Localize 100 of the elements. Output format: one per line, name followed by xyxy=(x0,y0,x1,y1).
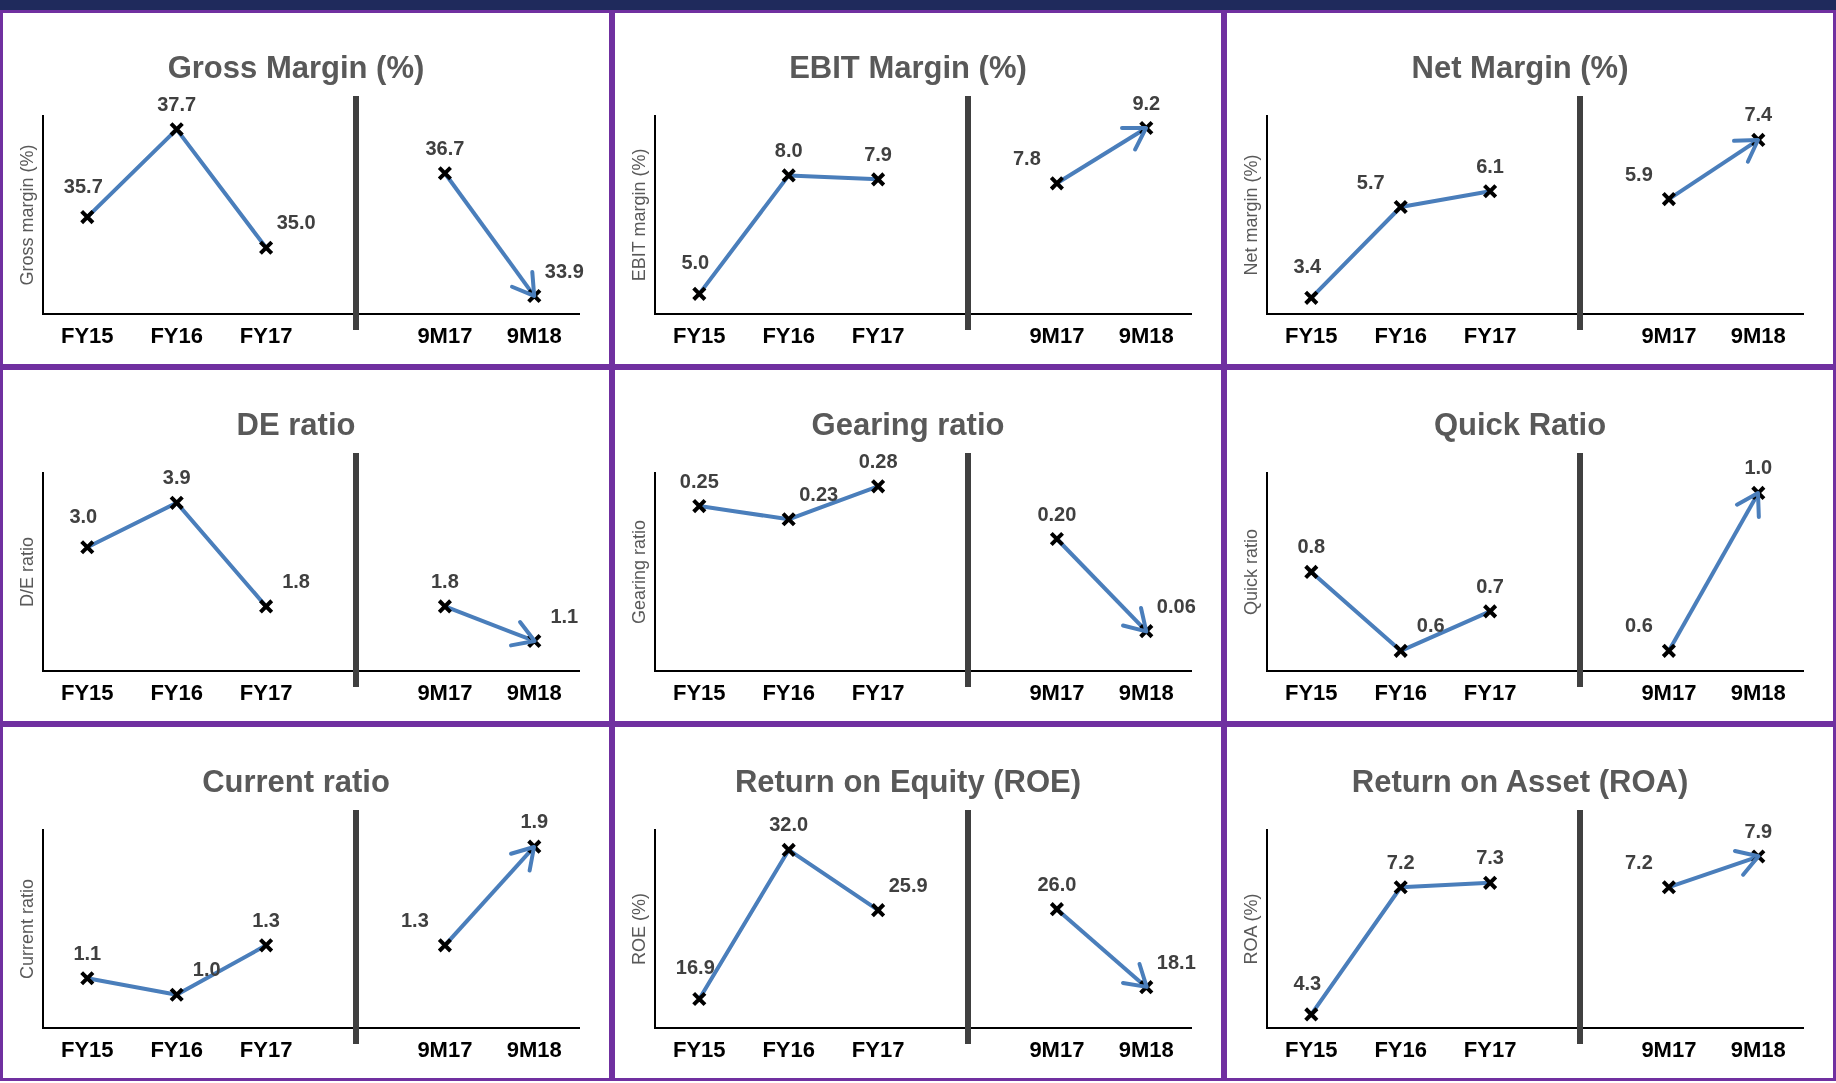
data-label: 36.7 xyxy=(425,136,465,159)
data-label: 1.3 xyxy=(400,908,429,931)
x-tick-label: FY15 xyxy=(673,679,726,705)
x-tick-label: FY16 xyxy=(150,679,203,705)
data-label: 1.8 xyxy=(282,569,311,592)
x-tick-label: 9M17 xyxy=(1641,322,1697,348)
data-label: 7.4 xyxy=(1744,103,1774,126)
x-tick-label: FY15 xyxy=(1285,679,1338,705)
data-label: 1.0 xyxy=(192,958,221,981)
chart-title: Return on Equity (ROE) xyxy=(734,764,1082,800)
data-label: 0.6 xyxy=(1624,614,1653,637)
x-tick-label: FY16 xyxy=(762,679,815,705)
x-tick-label: FY16 xyxy=(762,1036,815,1062)
x-tick-label: 9M17 xyxy=(1641,1036,1697,1062)
data-label: 7.8 xyxy=(1012,146,1041,169)
data-label: 18.1 xyxy=(1156,950,1196,973)
data-label: 35.7 xyxy=(63,174,103,197)
data-label: 0.20 xyxy=(1037,502,1077,525)
chart-title: EBIT Margin (%) xyxy=(789,50,1027,86)
x-tick-label: 9M18 xyxy=(1118,1036,1174,1062)
data-label: 9.2 xyxy=(1132,91,1161,114)
x-tick-label: 9M18 xyxy=(1118,322,1174,348)
chart-title: Quick Ratio xyxy=(1433,407,1607,443)
x-tick-label: 9M18 xyxy=(1730,679,1786,705)
x-tick-label: 9M17 xyxy=(417,1036,473,1062)
data-label: 1.1 xyxy=(550,604,579,627)
data-label: 5.9 xyxy=(1624,162,1653,185)
chart-title: Return on Asset (ROA) xyxy=(1351,764,1689,800)
x-tick-label: 9M18 xyxy=(506,322,562,348)
data-label: 7.3 xyxy=(1476,846,1505,869)
x-tick-label: 9M18 xyxy=(1730,1036,1786,1062)
data-label: 33.9 xyxy=(544,259,584,282)
x-tick-label: 9M18 xyxy=(1118,679,1174,705)
chart-title: Net Margin (%) xyxy=(1411,50,1629,86)
data-label: 7.9 xyxy=(864,142,893,165)
x-tick-label: 9M18 xyxy=(506,679,562,705)
x-tick-label: FY15 xyxy=(61,322,114,348)
data-label: 25.9 xyxy=(888,873,928,896)
data-label: 0.6 xyxy=(1416,614,1445,637)
chart-title: Current ratio xyxy=(202,764,390,800)
data-label: 0.7 xyxy=(1476,574,1505,597)
data-label: 6.1 xyxy=(1476,154,1505,177)
data-label: 0.8 xyxy=(1297,535,1326,558)
chart-title: DE ratio xyxy=(236,407,356,443)
x-tick-label: FY15 xyxy=(1285,1036,1338,1062)
x-tick-label: FY16 xyxy=(1374,1036,1427,1062)
x-tick-label: 9M18 xyxy=(506,1036,562,1062)
data-label: 7.2 xyxy=(1624,850,1653,873)
x-tick-label: 9M17 xyxy=(417,679,473,705)
data-label: 4.3 xyxy=(1293,971,1322,994)
x-tick-label: FY15 xyxy=(673,1036,726,1062)
x-tick-label: FY16 xyxy=(762,322,815,348)
data-label: 3.0 xyxy=(69,504,98,527)
x-tick-label: FY16 xyxy=(150,1036,203,1062)
x-tick-label: FY17 xyxy=(239,679,293,705)
data-label: 5.7 xyxy=(1356,170,1385,193)
x-tick-label: FY17 xyxy=(1463,322,1517,348)
y-axis-title: D/E ratio xyxy=(16,536,37,607)
data-label: 5.0 xyxy=(681,251,710,274)
data-label: 1.9 xyxy=(520,810,549,833)
x-tick-label: FY16 xyxy=(1374,322,1427,348)
x-tick-label: FY16 xyxy=(150,322,203,348)
x-tick-label: FY15 xyxy=(673,322,726,348)
data-label: 16.9 xyxy=(675,956,715,979)
data-label: 32.0 xyxy=(769,813,809,836)
y-axis-title: Current ratio xyxy=(16,878,37,979)
x-tick-label: FY16 xyxy=(1374,679,1427,705)
x-tick-label: FY17 xyxy=(239,322,293,348)
data-label: 1.1 xyxy=(73,941,102,964)
data-label: 0.23 xyxy=(799,482,839,505)
data-label: 37.7 xyxy=(157,92,197,115)
x-tick-label: 9M18 xyxy=(1730,322,1786,348)
data-label: 3.9 xyxy=(162,466,191,489)
x-tick-label: FY15 xyxy=(61,679,114,705)
data-label: 8.0 xyxy=(774,138,803,161)
y-axis-title: Quick ratio xyxy=(1240,528,1261,615)
y-axis-title: ROA (%) xyxy=(1240,893,1261,965)
x-tick-label: FY15 xyxy=(1285,322,1338,348)
data-label: 26.0 xyxy=(1037,872,1077,895)
y-axis-title: Gross margin (%) xyxy=(16,144,37,286)
x-tick-label: 9M17 xyxy=(1029,322,1085,348)
data-label: 7.9 xyxy=(1744,820,1773,843)
x-tick-label: FY17 xyxy=(1463,1036,1517,1062)
y-axis-title: Gearing ratio xyxy=(628,519,649,624)
data-label: 1.8 xyxy=(430,569,459,592)
data-label: 1.3 xyxy=(252,908,281,931)
data-label: 1.0 xyxy=(1744,456,1773,479)
chart-title: Gearing ratio xyxy=(811,407,1005,443)
data-label: 0.28 xyxy=(858,449,898,472)
x-tick-label: 9M17 xyxy=(1029,679,1085,705)
chart-title: Gross Margin (%) xyxy=(167,50,425,86)
data-label: 0.06 xyxy=(1156,594,1196,617)
x-tick-label: FY17 xyxy=(851,322,905,348)
x-tick-label: FY17 xyxy=(851,1036,905,1062)
x-tick-label: FY17 xyxy=(1463,679,1517,705)
data-label: 0.25 xyxy=(679,469,719,492)
y-axis-title: EBIT margin (%) xyxy=(628,148,649,282)
x-tick-label: 9M17 xyxy=(1029,1036,1085,1062)
y-axis-title: ROE (%) xyxy=(628,892,649,965)
x-tick-label: 9M17 xyxy=(1641,679,1697,705)
